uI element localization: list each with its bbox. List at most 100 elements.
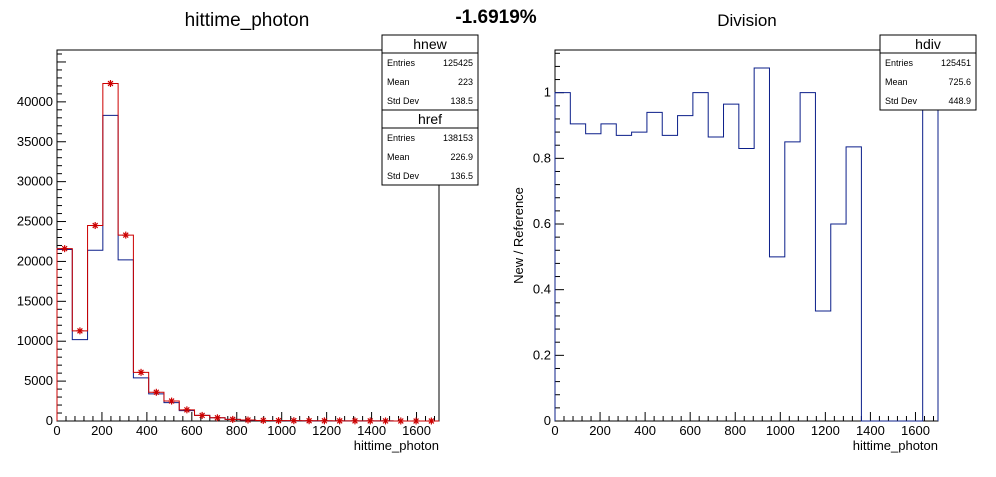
x-tick-label: 800 — [226, 423, 248, 438]
y-axis-label: New / Reference — [511, 187, 526, 284]
marker-stroke — [92, 222, 99, 229]
histogram-step-line — [554, 67, 939, 422]
stats-row-label: Entries — [885, 58, 914, 68]
x-axis-label: hittime_photon — [354, 438, 439, 453]
x-axis-label: hittime_photon — [853, 438, 938, 453]
x-tick-label: 0 — [53, 423, 60, 438]
x-tick-label: 400 — [634, 423, 656, 438]
stats-row-label: Std Dev — [387, 171, 420, 181]
x-tick-label: 1000 — [766, 423, 795, 438]
x-tick-label: 400 — [136, 423, 158, 438]
x-axis: 0 200 400 600 800 1000 1200 1400 1600 — [551, 412, 934, 438]
marker-stroke — [77, 327, 83, 334]
data-point — [305, 417, 313, 425]
stats-row-label: Mean — [387, 77, 410, 87]
y-tick-label: 25000 — [17, 214, 53, 229]
data-point — [290, 417, 298, 425]
y-tick-label: 0.2 — [533, 347, 551, 362]
stats-row-value: 138153 — [443, 133, 473, 143]
data-point — [76, 327, 84, 335]
x-tick-label: 200 — [589, 423, 611, 438]
stats-box-frame — [381, 109, 479, 186]
stats-box-frame — [879, 34, 977, 111]
marker-stroke — [382, 418, 389, 424]
marker-stroke — [306, 417, 312, 424]
y-tick-label: 0.4 — [533, 282, 551, 297]
x-tick-label: 600 — [679, 423, 701, 438]
marker-stroke — [367, 418, 374, 424]
data-point — [351, 417, 359, 425]
data-point — [106, 80, 114, 88]
data-point — [397, 417, 405, 425]
stats-row-value: 223 — [458, 77, 473, 87]
data-point — [336, 417, 344, 425]
stats-row-label: Std Dev — [885, 96, 918, 106]
data-point — [259, 416, 267, 424]
x-tick-label: 800 — [724, 423, 746, 438]
data-point — [213, 414, 221, 422]
x-tick-label: 600 — [181, 423, 203, 438]
data-point — [152, 388, 160, 396]
chart-title: hittime_photon — [185, 10, 310, 31]
data-point — [198, 411, 206, 419]
stats-row-value: 125425 — [443, 58, 473, 68]
data-point — [244, 416, 252, 424]
marker-stroke — [290, 417, 297, 424]
y-tick-label: 15000 — [17, 293, 53, 308]
y-tick-label: 10000 — [17, 333, 53, 348]
x-tick-label: 1200 — [811, 423, 840, 438]
y-axis: 0 5000 10000 15000 20000 25000 30000 35000 40000 — [17, 53, 66, 428]
x-tick-label: 200 — [91, 423, 113, 438]
data-point — [91, 222, 99, 230]
marker-stroke — [61, 245, 68, 252]
y-tick-label: 0.6 — [533, 216, 551, 231]
x-tick-label: 1400 — [856, 423, 885, 438]
y-tick-label: 0 — [46, 413, 53, 428]
stats-row-value: 448.9 — [948, 96, 971, 106]
page-title: -1.6919% — [455, 7, 536, 28]
marker-stroke — [229, 416, 236, 423]
marker-stroke — [397, 418, 404, 424]
data-point — [366, 417, 374, 425]
marker-stroke — [336, 417, 343, 424]
data-point — [275, 417, 283, 425]
stats-row-value: 725.6 — [948, 77, 971, 87]
data-point — [137, 368, 145, 376]
stats-box-title: hdiv — [915, 36, 941, 52]
chart-panel: Division 0 200 400 600 800 1000 1200 1400 1600hit… — [511, 11, 977, 453]
data-point — [320, 417, 328, 425]
data-point — [412, 417, 420, 425]
marker-stroke — [275, 417, 282, 424]
marker-stroke — [245, 417, 251, 423]
chart-title: Division — [717, 11, 777, 30]
x-tick-label: 1000 — [267, 423, 296, 438]
y-tick-label: 20000 — [17, 253, 53, 268]
y-tick-label: 35000 — [17, 134, 53, 149]
marker-stroke — [352, 418, 358, 424]
stats-row-value: 138.5 — [450, 96, 473, 106]
x-tick-label: 1600 — [901, 423, 930, 438]
stats-row-label: Mean — [387, 152, 410, 162]
stats-box-hnew: hnew Entries 125425 Mean 223 Std Dev 138.5 — [381, 34, 479, 111]
series-hdiv — [554, 67, 939, 422]
stats-box-title: hnew — [413, 36, 447, 52]
x-tick-label: 1400 — [357, 423, 386, 438]
stats-row-value: 125451 — [941, 58, 971, 68]
marker-stroke — [214, 414, 221, 421]
stats-row-label: Std Dev — [387, 96, 420, 106]
data-point — [382, 417, 390, 425]
marker-stroke — [260, 417, 267, 424]
marker-stroke — [428, 418, 435, 424]
marker-stroke — [413, 418, 419, 424]
stats-row-label: Entries — [387, 133, 416, 143]
marker-stroke — [199, 412, 206, 419]
marker-stroke — [168, 398, 175, 404]
y-tick-label: 40000 — [17, 94, 53, 109]
data-point — [229, 415, 237, 423]
y-axis: 0 0.2 0.4 0.6 0.8 1 — [533, 52, 564, 428]
x-axis: 0 200 400 600 800 1000 1200 1400 1600 — [53, 412, 436, 438]
stats-row-value: 136.5 — [450, 171, 473, 181]
x-tick-label: 1600 — [402, 423, 431, 438]
